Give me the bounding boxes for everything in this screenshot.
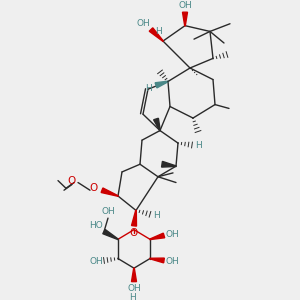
Polygon shape — [103, 230, 118, 240]
Text: OH: OH — [127, 284, 141, 293]
Text: OH: OH — [165, 257, 179, 266]
Text: OH: OH — [165, 230, 179, 239]
Text: OH: OH — [101, 207, 115, 216]
Text: H: H — [145, 84, 152, 93]
Polygon shape — [162, 161, 176, 167]
Text: OH: OH — [136, 19, 150, 28]
Polygon shape — [149, 28, 163, 41]
Text: O: O — [90, 183, 98, 193]
Polygon shape — [150, 258, 164, 263]
Polygon shape — [150, 233, 165, 240]
Text: H: H — [154, 211, 160, 220]
Text: OH: OH — [178, 1, 192, 10]
Polygon shape — [131, 268, 136, 282]
Polygon shape — [154, 118, 160, 131]
Text: H: H — [195, 142, 201, 151]
Text: O: O — [67, 176, 75, 186]
Polygon shape — [155, 81, 168, 88]
Polygon shape — [182, 12, 188, 26]
Text: OH: OH — [89, 257, 103, 266]
Polygon shape — [101, 188, 118, 196]
Text: O: O — [130, 228, 138, 238]
Text: H: H — [154, 27, 161, 36]
Polygon shape — [131, 210, 136, 226]
Text: HO: HO — [89, 221, 103, 230]
Text: H: H — [129, 292, 135, 300]
